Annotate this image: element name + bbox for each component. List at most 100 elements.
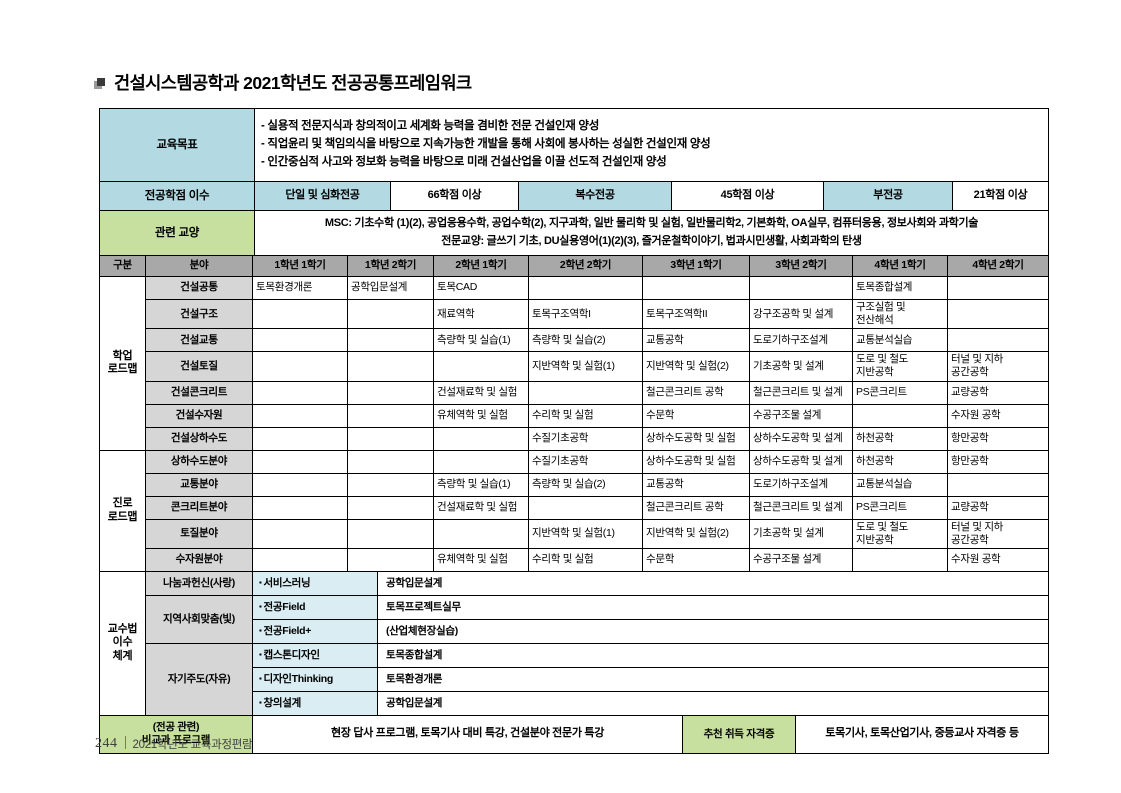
- course-cell: 수자원 공학: [947, 547, 1049, 572]
- table-row: 진로 로드맵 상하수도분야 수질기초공학 상하수도공학 및 실험 상하수도공학 …: [99, 449, 1049, 572]
- course-cell: [852, 403, 948, 428]
- education-goals-content: - 실용적 전문지식과 창의적이고 세계화 능력을 겸비한 전문 건설인재 양성…: [254, 108, 1049, 182]
- course-cell: [252, 380, 348, 405]
- teaching-method-cell: ▪ 전공Field+: [252, 618, 378, 644]
- course-cell: PS콘크리트: [852, 380, 948, 405]
- column-header: 4학년 2학기: [947, 255, 1049, 277]
- course-cell: [347, 380, 434, 405]
- course-cell: 하천공학: [852, 449, 948, 474]
- course-cell: [252, 426, 348, 451]
- course-cell: [252, 403, 348, 428]
- course-cell: [749, 276, 853, 300]
- column-header: 1학년 2학기: [347, 255, 434, 277]
- table-row: 건설토질 지반역학 및 실험(1) 지반역학 및 실험(2) 기초공학 및 설계…: [100, 351, 1049, 382]
- field-label: 건설상하수도: [145, 426, 253, 451]
- course-cell: [347, 449, 434, 474]
- liberal-arts-label: 관련 교양: [99, 210, 255, 256]
- goal-item: - 인간중심적 사고와 정보화 능력을 바탕으로 미래 건설산업을 이끌 선도적…: [261, 155, 667, 168]
- field-label: 건설토질: [145, 351, 253, 382]
- course-cell: 유체역학 및 실험: [433, 547, 529, 572]
- credit-type-cell: 부전공: [823, 181, 953, 211]
- course-cell: 도로 및 철도 지반공학: [852, 351, 948, 382]
- teaching-method-table: 교수법 이수 체계 나눔과헌신(사랑) ▪ 서비스러닝 공학입문설계 지역사회맞춤…: [99, 570, 1049, 716]
- column-header: 2학년 1학기: [433, 255, 529, 277]
- column-header: 4학년 1학기: [852, 255, 948, 277]
- recommended-certs-label: 추천 취득 자격증: [682, 714, 796, 754]
- goal-item: - 직업윤리 및 책임의식을 바탕으로 지속가능한 개발을 통해 사회에 봉사하…: [261, 138, 711, 151]
- course-cell: 지반역학 및 실험(2): [642, 351, 750, 382]
- liberal-arts-content: MSC: 기초수학 (1)(2), 공업응용수학, 공업수학(2), 지구과학,…: [254, 210, 1049, 256]
- teaching-course-cell: 공학입문설계: [377, 570, 1049, 596]
- teaching-course-cell: 공학입문설계: [377, 690, 1049, 716]
- course-cell: 건설재료학 및 실험: [433, 380, 529, 405]
- course-cell: [642, 276, 750, 300]
- course-cell: 도로 및 철도 지반공학: [852, 518, 948, 549]
- course-cell: 상하수도공학 및 실험: [642, 449, 750, 474]
- course-cell: 수문학: [642, 547, 750, 572]
- course-cell: [347, 403, 434, 428]
- course-cell: [252, 547, 348, 572]
- course-cell: 수질기초공학: [528, 426, 643, 451]
- table-row: ▪ 창의설계 공학입문설계: [100, 690, 1049, 716]
- education-goals-label: 교육목표: [99, 108, 255, 182]
- course-cell: 수공구조물 설계: [749, 547, 853, 572]
- course-cell: 항만공학: [947, 449, 1049, 474]
- course-cell: [347, 472, 434, 497]
- teaching-category-label: 지역사회맞춤(빛): [145, 594, 253, 644]
- extracurricular-programs: 현장 답사 프로그램, 토목기사 대비 특강, 건설분야 전문가 특강: [252, 714, 683, 754]
- course-cell: PS콘크리트: [852, 495, 948, 520]
- course-cell: 수공구조물 설계: [749, 403, 853, 428]
- column-header: 분야: [145, 255, 253, 277]
- course-cell: 터널 및 지하 공간공학: [947, 351, 1049, 382]
- group-label-teaching-method: 교수법 이수 체계: [99, 570, 146, 716]
- course-cell: 수자원 공학: [947, 403, 1049, 428]
- table-row: 교육목표 - 실용적 전문지식과 창의적이고 세계화 능력을 겸비한 전문 건설…: [99, 108, 1049, 182]
- course-cell: 측량학 및 실습(1): [433, 472, 529, 497]
- course-cell: [347, 298, 434, 330]
- column-header: 3학년 1학기: [642, 255, 750, 277]
- course-cell: 도로기하구조설계: [749, 472, 853, 497]
- field-label: 상하수도분야: [145, 449, 253, 474]
- table-row: ▪ 디자인Thinking 토목환경개론: [100, 666, 1049, 692]
- course-cell: [947, 298, 1049, 330]
- square-bullet-icon: ▪: [259, 601, 262, 611]
- course-cell: [347, 351, 434, 382]
- course-cell: 측량학 및 실습(1): [433, 328, 529, 353]
- course-cell: 철근콘크리트 공학: [642, 495, 750, 520]
- credit-type-cell: 단일 및 심화전공: [254, 181, 391, 211]
- liberal-arts-line: 전문교양: 글쓰기 기초, DU실용영어(1)(2)(3), 즐거운철학이야기,…: [441, 235, 862, 247]
- course-cell: [528, 276, 643, 300]
- teaching-course-cell: 토목프로젝트실무: [377, 594, 1049, 620]
- course-cell: [252, 298, 348, 330]
- course-cell: 측량학 및 실습(2): [528, 472, 643, 497]
- course-cell: [252, 351, 348, 382]
- table-row: 관련 교양 MSC: 기초수학 (1)(2), 공업응용수학, 공업수학(2),…: [99, 210, 1049, 256]
- course-cell: 재료역학: [433, 298, 529, 330]
- table-row: 지역사회맞춤(빛) ▪ 전공Field 토목프로젝트실무: [100, 594, 1049, 644]
- course-cell: [433, 449, 529, 474]
- course-cell: 지반역학 및 실험(2): [642, 518, 750, 549]
- field-label: 수자원분야: [145, 547, 253, 572]
- page-footer: 244 2021학년도 교육과정편람: [95, 735, 253, 752]
- column-header: 구분: [99, 255, 146, 277]
- course-cell: 구조실험 및 전산해석: [852, 298, 948, 330]
- course-cell: [347, 328, 434, 353]
- course-cell: 상하수도공학 및 설계: [749, 426, 853, 451]
- credit-value-cell: 66학점 이상: [390, 181, 519, 211]
- liberal-arts-line: MSC: 기초수학 (1)(2), 공업응용수학, 공업수학(2), 지구과학,…: [324, 217, 979, 230]
- teaching-course-cell: 토목종합설계: [377, 642, 1049, 668]
- course-cell: 철근콘크리트 및 설계: [749, 380, 853, 405]
- course-cell: [852, 547, 948, 572]
- curriculum-framework-document: 교육목표 - 실용적 전문지식과 창의적이고 세계화 능력을 겸비한 전문 건설…: [99, 108, 1050, 754]
- course-cell: 유체역학 및 실험: [433, 403, 529, 428]
- field-label: 토질분야: [145, 518, 253, 549]
- group-label-academic-roadmap: 학업 로드맵: [99, 276, 146, 451]
- course-cell: 건설재료학 및 실험: [433, 495, 529, 520]
- course-cell: [252, 328, 348, 353]
- table-row: 건설상하수도 수질기초공학 상하수도공학 및 실험 상하수도공학 및 설계 하천…: [100, 426, 1049, 451]
- course-cell: [433, 426, 529, 451]
- course-cell: [433, 351, 529, 382]
- table-row: 전공학점 이수 단일 및 심화전공 66학점 이상 복수전공 45학점 이상 부…: [99, 181, 1049, 211]
- square-bullet-icon: ▪: [259, 577, 262, 587]
- course-cell: 상하수도공학 및 실험: [642, 426, 750, 451]
